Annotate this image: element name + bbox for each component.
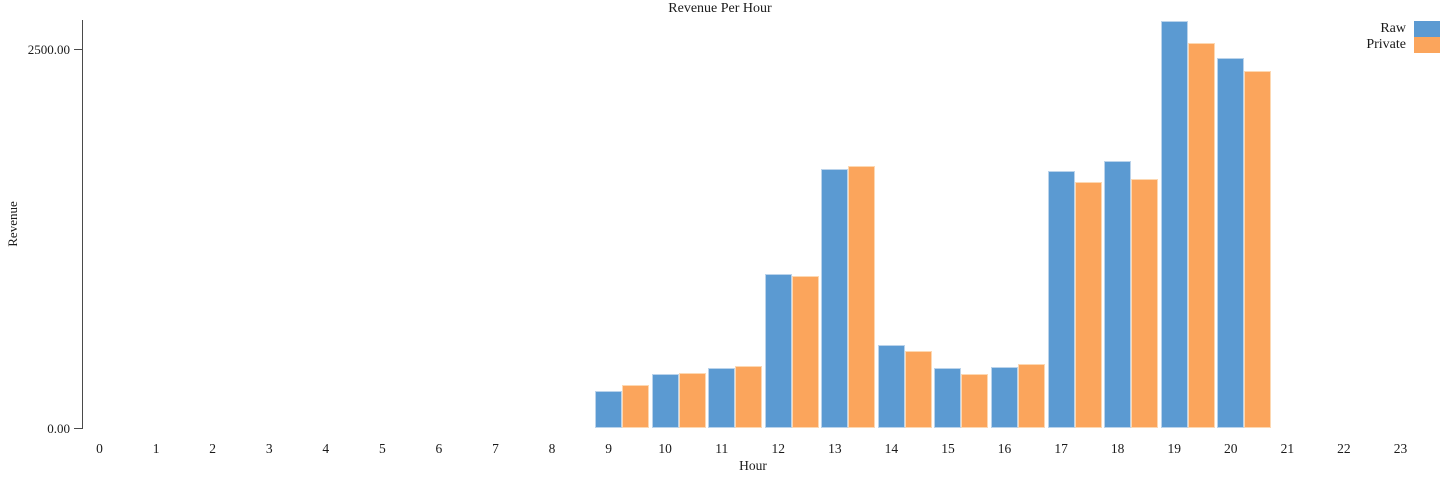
- bar-raw-hour-14: [877, 344, 905, 429]
- x-tick-label-7: 7: [492, 441, 499, 456]
- bar-private-hour-20: [1244, 71, 1272, 429]
- x-tick-label-17: 17: [1054, 441, 1068, 456]
- bar-raw-hour-18: [1104, 161, 1132, 429]
- x-tick-label-13: 13: [828, 441, 842, 456]
- bar-private-hour-18: [1131, 179, 1159, 429]
- x-tick-label-5: 5: [378, 441, 386, 456]
- x-axis-label: Hour: [739, 458, 767, 473]
- x-tick-label-12: 12: [771, 441, 786, 456]
- legend: Raw Private: [1366, 21, 1440, 53]
- y-tick-label-0: 0.00: [47, 420, 70, 436]
- bar-raw-hour-11: [708, 368, 736, 429]
- legend-item-raw: Raw: [1366, 21, 1440, 37]
- x-tick-label-2: 2: [209, 441, 216, 456]
- bar-private-hour-12: [791, 275, 819, 429]
- y-tick-mark-0: [74, 428, 82, 429]
- y-axis-label: Revenue: [5, 201, 20, 247]
- bar-private-hour-16: [1018, 364, 1046, 429]
- bar-private-hour-17: [1074, 181, 1102, 429]
- x-tick-label-9: 9: [605, 441, 612, 456]
- x-tick-label-14: 14: [884, 441, 899, 456]
- x-tick-label-18: 18: [1110, 441, 1125, 456]
- x-tick-label-6: 6: [435, 441, 443, 456]
- bar-raw-hour-17: [1047, 171, 1075, 429]
- bar-private-hour-11: [735, 366, 763, 429]
- x-tick-label-22: 22: [1337, 441, 1351, 456]
- x-tick-label-15: 15: [941, 441, 955, 456]
- y-axis-spine: [82, 20, 83, 429]
- chart-title: Revenue Per Hour: [668, 1, 772, 16]
- x-tick-label-0: 0: [96, 441, 103, 456]
- bar-private-hour-10: [678, 372, 706, 429]
- bar-private-hour-9: [622, 384, 650, 429]
- bar-raw-hour-12: [764, 274, 792, 429]
- bar-raw-hour-9: [595, 391, 623, 429]
- legend-item-private: Private: [1366, 37, 1440, 53]
- x-tick-label-1: 1: [152, 441, 160, 456]
- legend-label-raw: Raw: [1380, 21, 1406, 36]
- x-tick-label-4: 4: [322, 441, 330, 456]
- x-tick-label-11: 11: [715, 441, 729, 456]
- x-tick-label-3: 3: [265, 441, 273, 456]
- bar-raw-hour-19: [1160, 20, 1188, 429]
- bar-raw-hour-13: [821, 169, 849, 429]
- x-tick-label-19: 19: [1167, 441, 1181, 456]
- bar-raw-hour-20: [1217, 58, 1245, 429]
- bar-private-hour-15: [961, 373, 989, 429]
- x-tick-label-8: 8: [548, 441, 556, 456]
- x-tick-label-10: 10: [658, 441, 672, 456]
- x-tick-label-20: 20: [1224, 441, 1238, 456]
- legend-label-private: Private: [1366, 37, 1406, 52]
- bar-raw-hour-16: [991, 366, 1019, 429]
- legend-swatch-private: [1414, 37, 1440, 53]
- bar-raw-hour-10: [651, 374, 679, 429]
- x-tick-label-23: 23: [1393, 441, 1408, 456]
- bar-raw-hour-15: [934, 368, 962, 429]
- y-tick-label-2500: 2500.00: [27, 41, 70, 57]
- legend-swatch-raw: [1414, 21, 1440, 37]
- x-tick-label-16: 16: [997, 441, 1012, 456]
- bar-private-hour-14: [904, 350, 932, 429]
- x-tick-label-21: 21: [1280, 441, 1295, 456]
- bar-private-hour-13: [848, 166, 876, 429]
- y-tick-mark-2500: [74, 49, 82, 50]
- bar-private-hour-19: [1187, 43, 1215, 429]
